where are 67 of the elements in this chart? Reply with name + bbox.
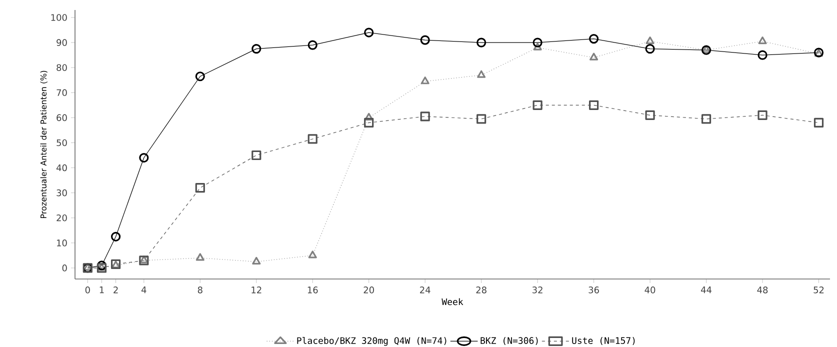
point bbox=[364, 118, 374, 128]
point bbox=[589, 100, 599, 110]
point bbox=[533, 42, 542, 50]
point bbox=[758, 110, 768, 120]
point bbox=[589, 34, 599, 44]
point bbox=[645, 44, 655, 54]
point bbox=[645, 110, 655, 120]
point bbox=[195, 72, 205, 82]
y-axis-title: Prozentualer Anteil der Patienten (%) bbox=[40, 70, 48, 218]
point bbox=[476, 38, 486, 48]
y-tick-label: 90 bbox=[56, 39, 67, 46]
x-tick-label: 48 bbox=[757, 286, 768, 294]
x-tick-label: 0 bbox=[85, 286, 90, 294]
y-tick-label: 70 bbox=[56, 89, 67, 96]
point bbox=[814, 118, 824, 128]
x-tick-label: 2 bbox=[114, 286, 118, 294]
y-tick-label: 100 bbox=[51, 14, 67, 21]
x-axis-title: Week bbox=[442, 298, 464, 306]
legend-label: Uste (N=157) bbox=[572, 337, 635, 346]
x-tick-label: 32 bbox=[532, 286, 542, 294]
point bbox=[252, 44, 262, 54]
point bbox=[590, 52, 598, 60]
point bbox=[195, 183, 205, 193]
x-tick-label: 44 bbox=[700, 286, 712, 294]
point bbox=[364, 28, 374, 38]
x-tick-label: 20 bbox=[364, 286, 374, 294]
point bbox=[758, 50, 768, 60]
point bbox=[110, 232, 121, 242]
x-tick-label: 28 bbox=[476, 286, 486, 294]
point bbox=[420, 76, 430, 84]
x-tick-label: 4 bbox=[141, 286, 146, 294]
y-tick-label: 60 bbox=[56, 114, 67, 122]
x-tick-label: 16 bbox=[308, 286, 318, 294]
y-tick-label: 20 bbox=[56, 214, 67, 222]
point bbox=[532, 100, 542, 110]
x-tick-label: 40 bbox=[644, 286, 656, 294]
point bbox=[139, 152, 149, 163]
point bbox=[701, 114, 712, 124]
point bbox=[476, 114, 486, 124]
point bbox=[532, 38, 542, 48]
point bbox=[252, 150, 262, 160]
point bbox=[308, 40, 318, 50]
point bbox=[477, 70, 486, 78]
y-tick-label: 0 bbox=[62, 264, 67, 272]
x-tick-label: 1 bbox=[100, 286, 104, 294]
legend-label: BKZ (N=306) bbox=[480, 337, 538, 346]
point bbox=[364, 112, 374, 120]
point bbox=[308, 250, 317, 258]
x-tick-label: 12 bbox=[252, 286, 262, 294]
point bbox=[196, 253, 204, 261]
x-tick-label: 8 bbox=[198, 286, 202, 294]
y-tick-label: 10 bbox=[57, 240, 67, 246]
point bbox=[308, 134, 318, 144]
y-tick-label: 30 bbox=[56, 189, 67, 196]
x-tick-label: 36 bbox=[588, 286, 599, 294]
x-tick-label: 24 bbox=[420, 286, 430, 294]
point bbox=[646, 36, 654, 44]
point bbox=[758, 36, 767, 44]
y-tick-label: 80 bbox=[56, 64, 67, 71]
y-tick-label: 40 bbox=[56, 164, 67, 172]
x-tick-label: 52 bbox=[814, 286, 824, 294]
point bbox=[420, 112, 430, 122]
point bbox=[96, 260, 107, 270]
point bbox=[420, 35, 430, 45]
legend-label: Placebo/BKZ 320mg Q4W (N=74) bbox=[297, 336, 446, 346]
point bbox=[252, 256, 261, 265]
y-tick-label: 50 bbox=[56, 139, 67, 146]
